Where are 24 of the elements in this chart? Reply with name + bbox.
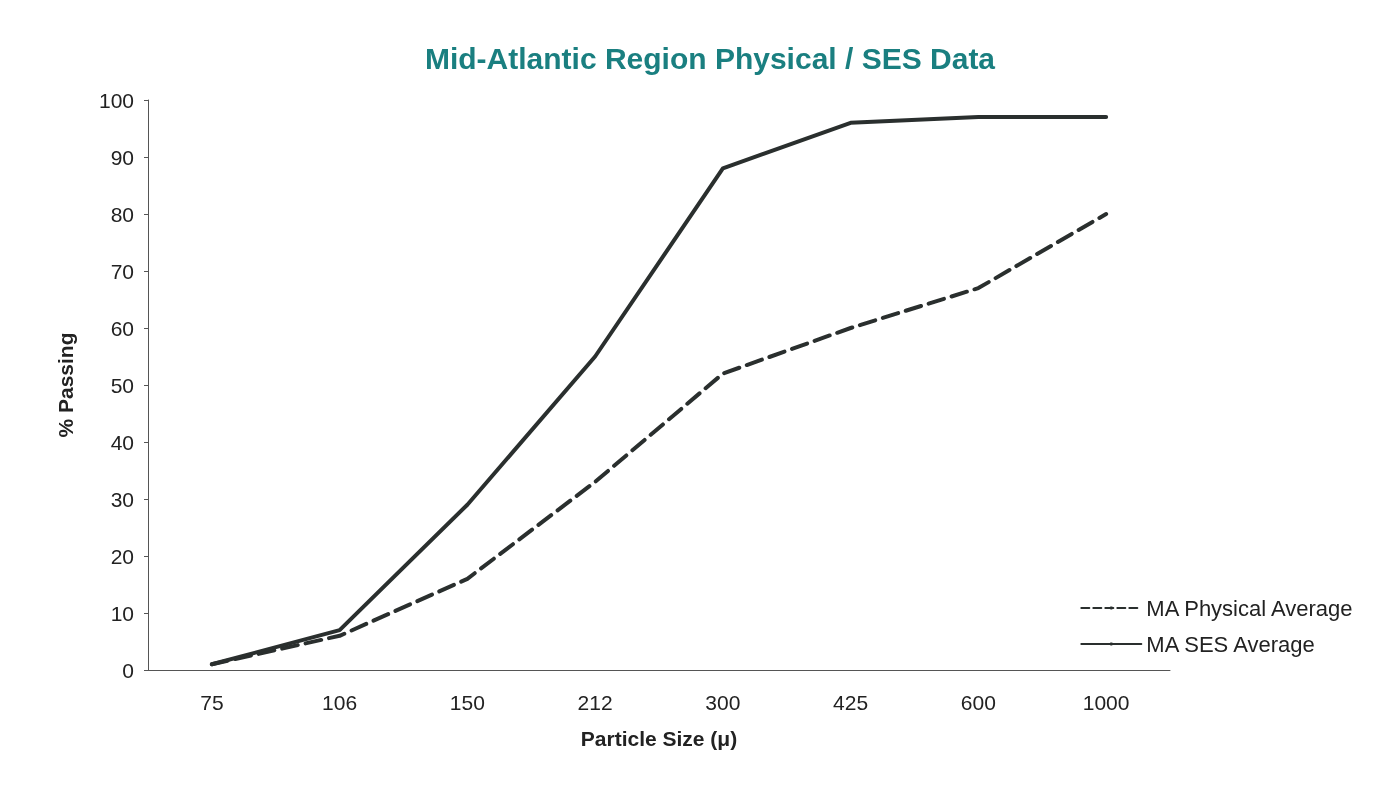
x-tick-label: 106	[322, 691, 358, 714]
y-tick-label: 30	[110, 487, 134, 511]
y-tick-label: 40	[110, 430, 134, 454]
x-tick-label: 300	[705, 691, 741, 714]
y-tick-label: 70	[110, 259, 134, 283]
chart-title: Mid-Atlantic Region Physical / SES Data	[424, 41, 996, 75]
y-tick-label: 0	[122, 658, 134, 682]
legend-label: MA SES Average	[1146, 631, 1315, 657]
y-axis-title: % Passing	[54, 332, 77, 438]
x-tick-label: 425	[833, 691, 869, 714]
y-tick-label: 100	[98, 88, 134, 112]
x-axis-title: Particle Size (μ)	[580, 727, 738, 750]
x-tick-label: 600	[960, 691, 996, 714]
x-tick-label: 212	[577, 691, 613, 714]
y-tick-label: 60	[110, 316, 134, 340]
y-tick-label: 10	[110, 601, 134, 625]
x-tick-label: 1000	[1082, 691, 1130, 714]
x-tick-label: 75	[200, 691, 224, 714]
y-tick-label: 50	[110, 373, 134, 397]
x-tick-label: 150	[449, 691, 485, 714]
legend-label: MA Physical Average	[1146, 595, 1353, 621]
y-tick-label: 20	[110, 544, 134, 568]
y-tick-label: 80	[110, 202, 134, 226]
y-tick-label: 90	[110, 145, 134, 169]
